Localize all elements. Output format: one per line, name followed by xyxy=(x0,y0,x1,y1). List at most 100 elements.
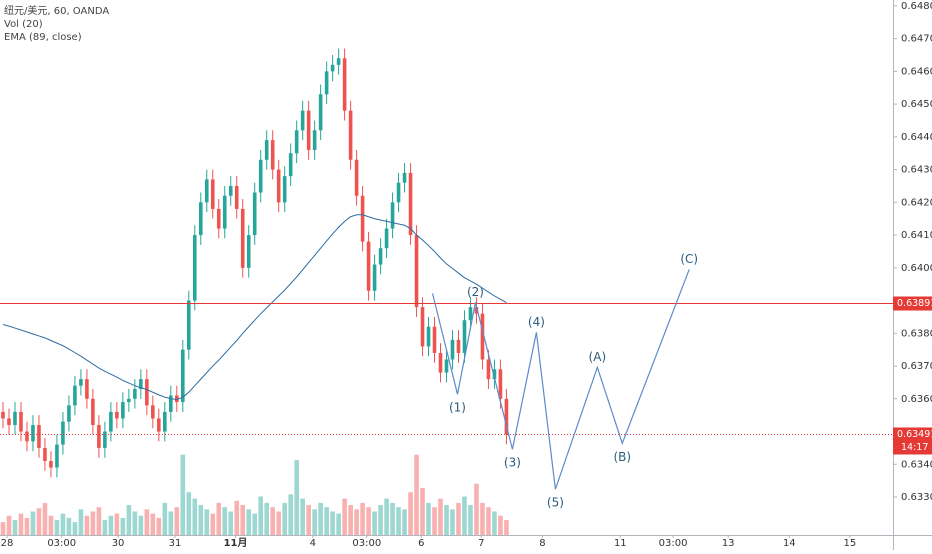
candle-body xyxy=(37,424,41,448)
volume-bar xyxy=(492,511,497,535)
candle-body xyxy=(450,339,455,360)
volume-bar xyxy=(498,515,503,535)
candle-body xyxy=(300,110,305,131)
candle-body xyxy=(468,307,473,321)
candle-body xyxy=(133,388,137,399)
candle-body xyxy=(288,153,293,177)
volume-bar xyxy=(90,511,96,535)
x-tick-label: 03:00 xyxy=(352,538,381,549)
y-tick-label: 0.64500 xyxy=(901,99,932,110)
candle-body xyxy=(25,431,29,442)
candle-body xyxy=(342,58,347,111)
wave-label: (3) xyxy=(504,456,521,470)
candle-body xyxy=(127,398,131,403)
volume-bar xyxy=(132,511,138,535)
volume-bar xyxy=(174,507,180,535)
volume-bar xyxy=(366,507,371,535)
candle-body xyxy=(121,402,125,419)
volume-bar xyxy=(210,513,216,535)
y-tick-label: 0.63300 xyxy=(901,492,932,503)
volume-bar xyxy=(72,522,78,535)
candle-body xyxy=(67,405,71,422)
x-tick-label: 31 xyxy=(169,538,182,549)
candle-body xyxy=(402,172,407,183)
candle-body xyxy=(456,339,461,353)
candle-body xyxy=(19,411,23,432)
volume-bar xyxy=(192,498,198,535)
candle-body xyxy=(396,182,401,203)
candle-body xyxy=(252,192,257,236)
volume-bar xyxy=(42,502,48,535)
candle-body xyxy=(492,369,497,380)
volume-bar xyxy=(318,502,323,535)
candle-body xyxy=(91,398,95,425)
volume-bar xyxy=(414,454,419,535)
candle-body xyxy=(79,379,83,386)
candle-body xyxy=(258,159,263,193)
price-level-box xyxy=(893,296,932,311)
volume-bar xyxy=(450,509,455,535)
candle-body xyxy=(198,202,203,236)
candle-body xyxy=(294,130,299,154)
volume-bar xyxy=(204,509,210,535)
candle-body xyxy=(462,320,467,353)
wave-label: (5) xyxy=(547,496,564,510)
y-tick-label: 0.64300 xyxy=(901,165,932,176)
x-tick-label: 11 xyxy=(614,538,627,549)
candle-body xyxy=(204,179,209,203)
volume-bar xyxy=(480,502,485,535)
candle-body xyxy=(222,195,227,229)
y-tick-label: 0.63800 xyxy=(901,328,932,339)
volume-bar xyxy=(336,513,341,535)
volume-bar xyxy=(114,513,120,535)
wave-label: (C) xyxy=(680,252,698,266)
volume-bar xyxy=(324,507,329,535)
volume-bar xyxy=(102,520,108,535)
candle-body xyxy=(312,130,317,150)
wave-label: (2) xyxy=(467,285,484,299)
price-level-label: 0.63891 xyxy=(897,298,932,309)
candle-body xyxy=(390,202,395,229)
y-tick-label: 0.64000 xyxy=(901,263,932,274)
volume-bar xyxy=(372,511,377,535)
volume-bar xyxy=(12,520,18,535)
candle-body xyxy=(372,264,377,291)
candle-body xyxy=(474,307,479,314)
volume-bar xyxy=(432,507,437,535)
x-tick-label: 30 xyxy=(112,538,125,549)
candle-body xyxy=(408,172,413,236)
volume-bar xyxy=(408,492,413,535)
wave-label: (4) xyxy=(528,315,545,329)
candle-body xyxy=(306,110,311,150)
volume-bar xyxy=(420,487,425,535)
volume-bar xyxy=(330,511,335,535)
candle-body xyxy=(186,300,191,350)
candle-body xyxy=(366,241,371,291)
volume-bar xyxy=(384,498,389,535)
volume-bar xyxy=(198,505,204,535)
candle-body xyxy=(444,359,449,373)
candle-body xyxy=(73,385,77,406)
volume-bar xyxy=(228,511,234,535)
candle-body xyxy=(324,71,329,95)
volume-bar xyxy=(96,507,102,535)
volume-bar xyxy=(456,502,461,535)
volume-bar xyxy=(60,513,66,535)
candle-body xyxy=(169,395,173,412)
candle-body xyxy=(85,379,89,399)
wave-label: (1) xyxy=(449,401,466,415)
volume-bar xyxy=(486,507,491,535)
candle-body xyxy=(157,418,161,432)
candle-body xyxy=(175,395,179,403)
x-tick-label: 4 xyxy=(310,538,316,549)
candle-body xyxy=(234,185,239,209)
x-tick-label: 13 xyxy=(722,538,735,549)
volume-bar xyxy=(504,520,509,535)
candle-body xyxy=(282,176,287,203)
candle-body xyxy=(264,140,269,160)
volume-bar xyxy=(390,502,395,535)
candle-body xyxy=(55,444,59,468)
volume-bar xyxy=(402,509,407,535)
